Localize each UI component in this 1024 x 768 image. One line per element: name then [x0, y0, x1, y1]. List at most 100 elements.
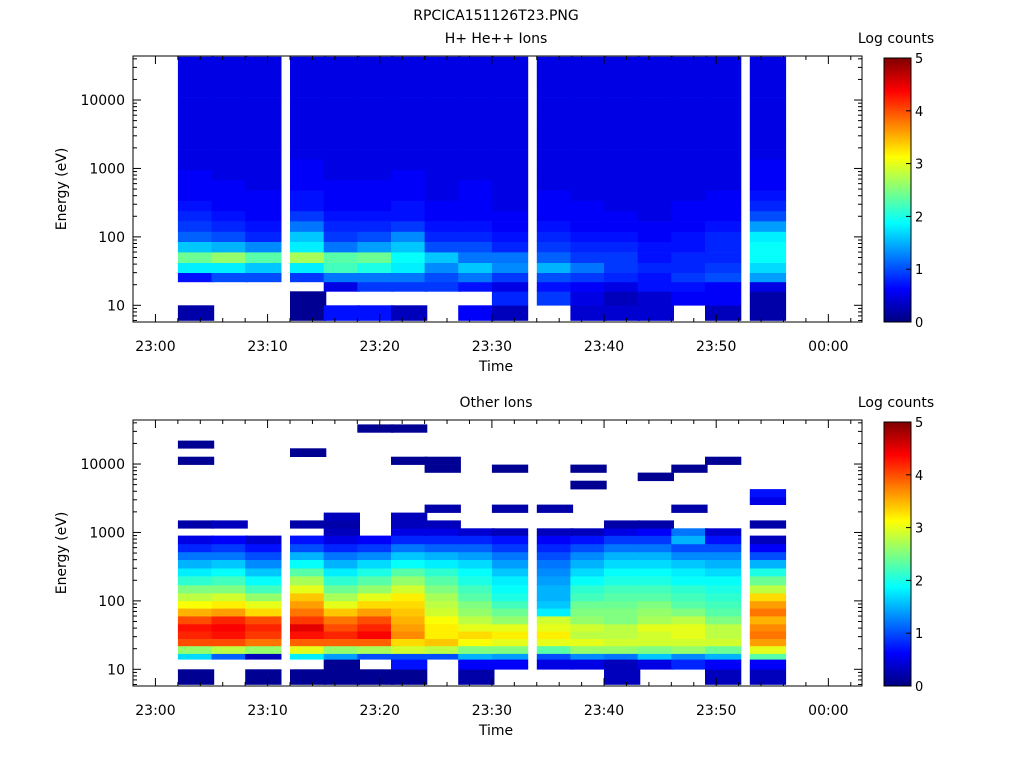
heatmap-cell: [705, 56, 742, 67]
heatmap-cell: [637, 97, 674, 109]
heatmap-cell: [290, 653, 327, 660]
heatmap-cell: [458, 559, 495, 569]
heatmap-cell: [211, 645, 248, 654]
heatmap-cell: [357, 231, 394, 242]
heatmap-cell: [424, 200, 461, 212]
heatmap-cell: [604, 528, 641, 536]
heatmap-cell: [536, 149, 574, 160]
heatmap-cell: [211, 128, 248, 139]
heatmap-cell: [749, 497, 787, 505]
heatmap-cell: [705, 281, 742, 292]
heatmap-cell: [604, 551, 641, 560]
heatmap-cell: [604, 631, 641, 639]
heatmap-cell: [705, 535, 742, 545]
heatmap-cell: [604, 107, 641, 119]
heatmap-cell: [458, 645, 495, 654]
heatmap-cell: [536, 593, 574, 602]
heatmap-cell: [705, 638, 742, 647]
heatmap-cell: [536, 528, 574, 536]
heatmap-cell: [749, 210, 787, 222]
heatmap-cell: [749, 593, 787, 602]
heatmap-cell: [458, 159, 495, 170]
heatmap-cell: [604, 128, 641, 139]
heatmap-cell: [671, 600, 708, 609]
heatmap-cell: [604, 281, 641, 292]
heatmap-cell: [357, 77, 394, 88]
heatmap-cell: [424, 543, 461, 553]
heatmap-cell: [491, 97, 529, 109]
colorbar-tick-label: 4: [915, 105, 923, 120]
heatmap-cell: [177, 159, 215, 170]
heatmap-cell: [637, 262, 674, 273]
heatmap-cell: [458, 262, 495, 273]
heatmap-cell: [570, 576, 607, 586]
heatmap-cell: [604, 600, 641, 609]
heatmap-cell: [424, 464, 461, 473]
heatmap-cell: [323, 543, 360, 553]
heatmap-cell: [491, 118, 529, 129]
heatmap-cell: [290, 66, 327, 78]
heatmap-cell: [536, 616, 574, 625]
heatmap-cell: [357, 210, 394, 222]
heatmap-cell: [536, 600, 574, 609]
heatmap-cell: [705, 262, 742, 273]
heatmap-cell: [604, 638, 641, 647]
heatmap-cell: [245, 138, 282, 150]
heatmap-cell: [570, 305, 607, 321]
heatmap-cell: [177, 520, 215, 529]
heatmap-cell: [290, 241, 327, 253]
heatmap-cell: [604, 585, 641, 594]
heatmap-cell: [245, 66, 282, 78]
heatmap-cell: [458, 128, 495, 139]
heatmap-cell: [211, 576, 248, 586]
x-axis-label: Time: [478, 359, 513, 375]
heatmap-cell: [749, 128, 787, 139]
heatmap-cell: [536, 221, 574, 232]
heatmap-cell: [290, 252, 327, 263]
y-axis-label: Energy (eV): [54, 148, 70, 231]
heatmap-cell: [637, 190, 674, 201]
heatmap-cell: [458, 568, 495, 577]
heatmap-cell: [637, 128, 674, 139]
heatmap-cell: [323, 616, 360, 625]
heatmap-cell: [604, 179, 641, 191]
heatmap-cell: [357, 97, 394, 109]
heatmap-cell: [290, 645, 327, 654]
heatmap-cell: [177, 608, 215, 617]
colorbar-gradient: [883, 57, 912, 323]
heatmap-cell: [391, 535, 428, 545]
heatmap-cell: [211, 169, 248, 181]
heatmap-cell: [245, 559, 282, 569]
heatmap-cell: [290, 128, 327, 139]
heatmap-cell: [536, 159, 574, 170]
heatmap-cell: [491, 210, 529, 222]
heatmap-cell: [705, 659, 742, 670]
heatmap-cell: [705, 669, 742, 685]
heatmap-cell: [424, 585, 461, 594]
heatmap-cell: [357, 138, 394, 150]
heatmap-cell: [211, 608, 248, 617]
heatmap-cell: [177, 190, 215, 201]
heatmap-cell: [570, 600, 607, 609]
heatmap-cell: [323, 653, 360, 660]
heatmap-cell: [391, 645, 428, 654]
heatmap-cell: [458, 631, 495, 639]
heatmap-cell: [536, 77, 574, 88]
heatmap-cell: [357, 128, 394, 139]
heatmap-cell: [491, 616, 529, 625]
x-tick-label: 23:50: [696, 703, 736, 719]
heatmap-cell: [536, 128, 574, 139]
heatmap-cell: [491, 623, 529, 632]
heatmap-cell: [357, 252, 394, 263]
y-tick-label: 100: [98, 230, 125, 246]
heatmap-cell: [357, 200, 394, 212]
heatmap-cell: [391, 138, 428, 150]
heatmap-cell: [637, 576, 674, 586]
heatmap-cell: [536, 231, 574, 242]
heatmap-cell: [357, 241, 394, 253]
heatmap-cell: [671, 179, 708, 191]
heatmap-cell: [491, 653, 529, 660]
heatmap-cell: [323, 221, 360, 232]
heatmap-cell: [323, 107, 360, 119]
heatmap-cell: [177, 440, 215, 449]
